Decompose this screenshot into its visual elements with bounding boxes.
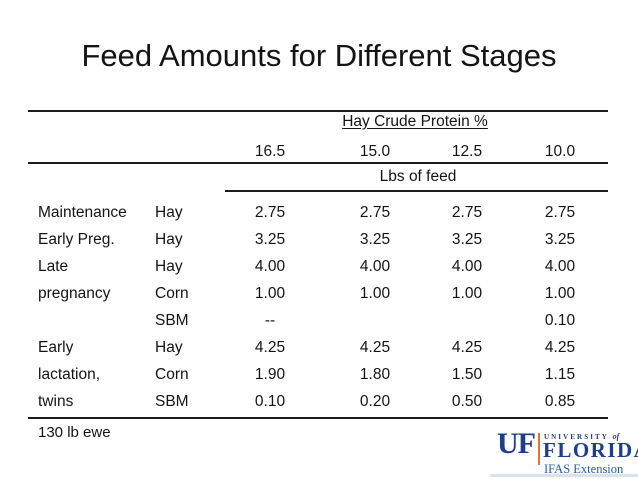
logo-divider xyxy=(538,433,540,465)
table-row: pregnancy Corn 1.00 1.00 1.00 1.00 xyxy=(0,284,638,311)
feed-label: Hay xyxy=(155,339,183,356)
feed-label: Hay xyxy=(155,204,183,221)
cell-value: 2.75 xyxy=(544,204,576,221)
table-bottom-rule xyxy=(28,417,608,419)
table-row: Maintenance Hay 2.75 2.75 2.75 2.75 xyxy=(0,203,638,230)
cell-value: -- xyxy=(264,312,276,329)
cell-value: 0.50 xyxy=(451,393,483,410)
cell-value: 3.25 xyxy=(254,231,286,248)
cell-value: 0.10 xyxy=(254,393,286,410)
cell-value: 3.25 xyxy=(359,231,391,248)
uf-monogram-icon: UF xyxy=(497,427,536,460)
stage-label: Late xyxy=(38,258,69,275)
footnote: 130 lb ewe xyxy=(38,424,111,441)
cell-value: 2.75 xyxy=(254,204,286,221)
table-row: Late Hay 4.00 4.00 4.00 4.00 xyxy=(0,257,638,284)
table-group-header: Hay Crude Protein % xyxy=(342,113,488,130)
logo-university-word: UNIVERSITY xyxy=(544,433,609,441)
stage-label: Early Preg. xyxy=(38,231,115,248)
cell-value: 4.25 xyxy=(544,339,576,356)
stage-label: lactation, xyxy=(38,366,101,383)
cell-value: 4.25 xyxy=(451,339,483,356)
table-row: SBM -- 0.10 xyxy=(0,311,638,338)
logo-bottom-bar xyxy=(490,474,638,477)
uf-ifas-logo: UF UNIVERSITY of FLORIDA IFAS Extension xyxy=(497,427,638,477)
cell-value: 4.00 xyxy=(451,258,483,275)
cell-value: 0.10 xyxy=(544,312,576,329)
column-header-15-0: 15.0 xyxy=(359,143,391,160)
stage-label: Early xyxy=(38,339,74,356)
column-header-10-0: 10.0 xyxy=(544,143,576,160)
column-header-16-5: 16.5 xyxy=(254,143,286,160)
cell-value: 1.90 xyxy=(254,366,286,383)
logo-of-word: of xyxy=(612,432,620,441)
table-row: Early Preg. Hay 3.25 3.25 3.25 3.25 xyxy=(0,230,638,257)
cell-value: 4.00 xyxy=(254,258,286,275)
feed-label: SBM xyxy=(155,393,189,410)
logo-florida-text: FLORIDA xyxy=(543,438,638,462)
logo-university-text: UNIVERSITY of xyxy=(544,432,619,441)
cell-value: 1.00 xyxy=(254,285,286,302)
logo-ifas-extension-text: IFAS Extension xyxy=(544,462,624,476)
cell-value: 4.25 xyxy=(359,339,391,356)
feed-label: Corn xyxy=(155,366,189,383)
table-units-header: Lbs of feed xyxy=(379,168,457,185)
stage-label: pregnancy xyxy=(38,285,111,302)
cell-value: 2.75 xyxy=(359,204,391,221)
cell-value: 1.50 xyxy=(451,366,483,383)
cell-value: 3.25 xyxy=(544,231,576,248)
stage-label: twins xyxy=(38,393,74,410)
feed-label: Hay xyxy=(155,231,183,248)
feed-label: Corn xyxy=(155,285,189,302)
cell-value: 4.00 xyxy=(359,258,391,275)
table-row: lactation, Corn 1.90 1.80 1.50 1.15 xyxy=(0,365,638,392)
cell-value: 4.00 xyxy=(544,258,576,275)
cell-value: 1.00 xyxy=(451,285,483,302)
cell-value: 1.00 xyxy=(544,285,576,302)
table-top-rule xyxy=(28,110,608,112)
slide-title: Feed Amounts for Different Stages xyxy=(81,38,557,73)
stage-label: Maintenance xyxy=(38,204,127,221)
table-units-rule xyxy=(225,190,608,192)
cell-value: 1.80 xyxy=(359,366,391,383)
cell-value: 2.75 xyxy=(451,204,483,221)
cell-value: 1.00 xyxy=(359,285,391,302)
cell-value: 0.85 xyxy=(544,393,576,410)
cell-value: 1.15 xyxy=(544,366,576,383)
cell-value: 0.20 xyxy=(359,393,391,410)
column-header-12-5: 12.5 xyxy=(451,143,483,160)
table-row: Early Hay 4.25 4.25 4.25 4.25 xyxy=(0,338,638,365)
cell-value: 4.25 xyxy=(254,339,286,356)
cell-value: 3.25 xyxy=(451,231,483,248)
feed-label: Hay xyxy=(155,258,183,275)
feed-label: SBM xyxy=(155,312,189,329)
table-row: twins SBM 0.10 0.20 0.50 0.85 xyxy=(0,392,638,419)
table-mid-rule xyxy=(28,162,608,164)
